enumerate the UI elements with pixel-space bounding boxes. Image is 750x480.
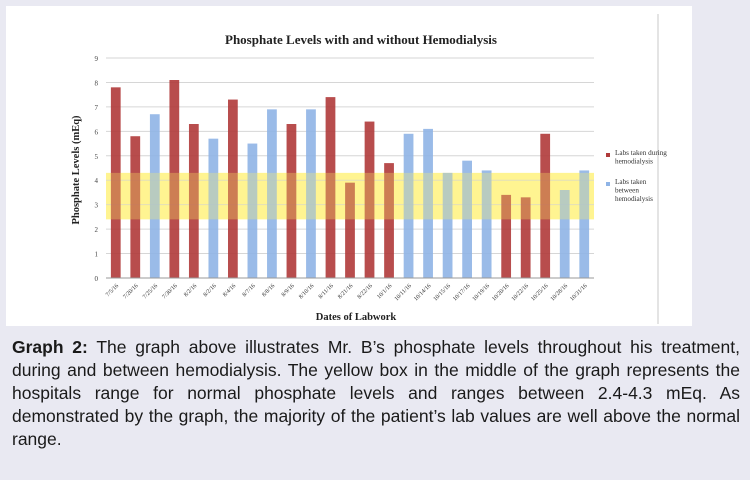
y-tick-label: 2 — [95, 226, 99, 234]
y-tick-label: 4 — [95, 177, 99, 185]
bar-between-hemodialysis — [208, 138, 219, 278]
y-tick-label: 8 — [95, 79, 99, 87]
bar-during-hemodialysis — [520, 197, 531, 278]
x-tick-label: 8/8/16 — [261, 283, 276, 298]
y-tick-label: 3 — [95, 202, 99, 210]
x-tick-label: 8/21/16 — [337, 283, 354, 300]
bar-between-hemodialysis — [267, 109, 277, 278]
x-tick-label: 8/10/16 — [298, 283, 315, 300]
chart-title: Phosphate Levels with and without Hemodi… — [225, 32, 497, 47]
x-tick-label: 10/14/16 — [413, 283, 432, 302]
x-tick-label: 8/22/16 — [357, 283, 374, 300]
x-tick-label: 10/15/16 — [433, 283, 452, 302]
x-tick-label: 10/20/16 — [491, 283, 510, 302]
bar-between-hemodialysis — [423, 128, 433, 278]
x-tick-label: 8/2/16 — [203, 283, 218, 298]
bar-during-hemodialysis — [501, 194, 512, 278]
normal-range-band-overlay — [106, 172, 594, 220]
x-tick-label: 7/25/16 — [142, 283, 159, 300]
bar-between-hemodialysis — [306, 109, 316, 278]
bar-during-hemodialysis — [286, 124, 297, 278]
x-tick-label: 10/22/16 — [511, 283, 530, 302]
bar-between-hemodialysis — [579, 170, 590, 278]
bar-during-hemodialysis — [188, 124, 199, 278]
x-tick-label: 10/25/16 — [530, 283, 549, 302]
bar-between-hemodialysis — [481, 170, 492, 278]
bar-during-hemodialysis — [325, 97, 336, 278]
y-tick-label: 6 — [95, 128, 99, 136]
x-tick-label: 10/19/16 — [472, 283, 491, 302]
y-tick-label: 1 — [95, 251, 99, 259]
x-tick-label: 8/7/16 — [242, 283, 257, 298]
figure-panel: Phosphate Levels with and without Hemodi… — [6, 6, 692, 326]
y-tick-label: 7 — [95, 104, 99, 112]
bar-during-hemodialysis — [130, 136, 141, 278]
y-tick-label: 0 — [95, 275, 99, 283]
y-tick-label: 5 — [95, 153, 99, 161]
x-tick-label: 10/28/16 — [550, 283, 569, 302]
legend-label-between: between — [615, 187, 639, 195]
bar-during-hemodialysis — [110, 87, 121, 278]
bar-during-hemodialysis — [540, 133, 551, 278]
x-tick-label: 7/30/16 — [162, 283, 179, 300]
legend-label-between: hemodialysis — [615, 195, 653, 203]
x-tick-label: 8/2/16 — [183, 283, 198, 298]
bar-between-hemodialysis — [403, 133, 414, 278]
x-tick-label: 7/5/16 — [105, 283, 120, 298]
x-axis-label: Dates of Labwork — [316, 312, 397, 323]
legend-label-during: Labs taken during — [615, 149, 667, 157]
bar-during-hemodialysis — [345, 182, 355, 278]
x-tick-label: 10/17/16 — [452, 283, 471, 302]
x-tick-label: 8/9/16 — [281, 283, 296, 298]
x-tick-label: 10/31/16 — [569, 283, 588, 302]
x-tick-label: 7/20/16 — [122, 283, 139, 300]
bar-between-hemodialysis — [149, 114, 160, 278]
caption-text: The graph above illustrates Mr. B’s phos… — [12, 337, 740, 449]
bar-during-hemodialysis — [364, 121, 375, 278]
legend-label-between: Labs taken — [615, 178, 647, 186]
caption-label: Graph 2: — [12, 337, 88, 357]
x-tick-label: 10/1/16 — [376, 283, 393, 300]
x-tick-label: 8/11/16 — [318, 283, 335, 300]
bar-between-hemodialysis — [559, 190, 570, 278]
legend-swatch-between — [606, 182, 610, 186]
figure-caption: Graph 2: The graph above illustrates Mr.… — [12, 336, 740, 451]
bar-between-hemodialysis — [462, 160, 472, 278]
bar-between-hemodialysis — [247, 143, 258, 278]
bar-between-hemodialysis — [442, 172, 453, 278]
legend-label-during: hemodialysis — [615, 158, 653, 166]
legend-swatch-during — [606, 153, 610, 157]
y-axis-label: Phosphate Levels (mEq) — [71, 115, 82, 225]
x-tick-label: 10/11/16 — [394, 283, 413, 302]
y-tick-label: 9 — [95, 55, 99, 63]
bar-during-hemodialysis — [228, 99, 238, 278]
bar-during-hemodialysis — [169, 80, 180, 278]
x-tick-label: 8/4/16 — [222, 283, 237, 298]
phosphate-chart: Phosphate Levels with and without Hemodi… — [71, 14, 667, 324]
bar-during-hemodialysis — [384, 163, 394, 278]
